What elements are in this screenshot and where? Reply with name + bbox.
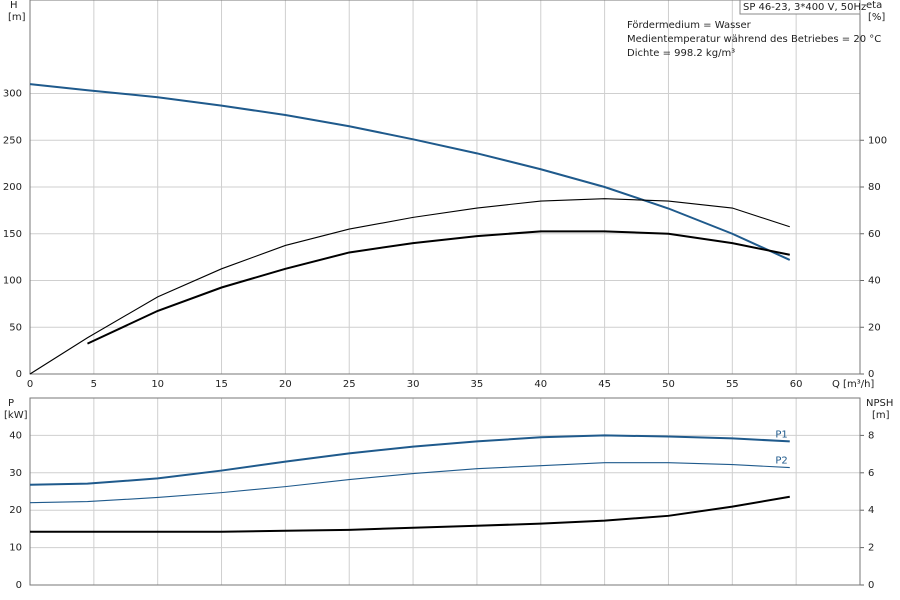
y-tick-label: 0 (16, 369, 22, 380)
y-tick-label: 300 (3, 89, 22, 100)
x-tick-label: 50 (662, 379, 675, 390)
y2-tick-label: 4 (868, 505, 874, 516)
curve (87, 230, 790, 345)
y-axis-title: P (8, 398, 14, 409)
y2-axis-title: eta (866, 0, 882, 11)
plots: 0 5 10 15 20 25 30 35 40 45 50 55 600501001502002503… (3, 0, 887, 591)
x-tick-label: 10 (151, 379, 164, 390)
y-tick-label: 0 (16, 580, 22, 591)
x-tick-label: 0 (27, 379, 33, 390)
curve (30, 495, 790, 533)
y2-tick-label: 0 (868, 369, 874, 380)
y2-tick-label: 60 (868, 229, 881, 240)
y-tick-label: 250 (3, 135, 22, 146)
plot-frame (29, 397, 861, 586)
chart-title: SP 46-23, 3*400 V, 50Hz (743, 2, 866, 13)
y2-tick-label: 0 (868, 580, 874, 591)
y2-tick-label: 6 (868, 468, 874, 479)
y2-tick-label: 2 (868, 543, 874, 554)
curve (29, 462, 790, 504)
y-tick-label: 150 (3, 229, 22, 240)
y2-axis-title: NPSH (866, 398, 893, 409)
x-tick-label: 55 (726, 379, 739, 390)
y2-tick-label: 20 (868, 322, 881, 333)
y-tick-label: 50 (9, 322, 22, 333)
y-axis-unit: [m] (8, 12, 26, 23)
x-tick-label: 30 (407, 379, 420, 390)
series-label: P2 (775, 456, 787, 467)
y2-axis-unit: [m] (872, 410, 890, 421)
y-axis-unit: [kW] (4, 410, 28, 421)
x-tick-label: 5 (91, 379, 97, 390)
annotation: Medientemperatur während des Betriebes =… (627, 34, 881, 45)
x-tick-label: 45 (598, 379, 611, 390)
y2-tick-label: 80 (868, 182, 881, 193)
curve (29, 434, 790, 486)
annotation: Dichte = 998.2 kg/m³ (627, 48, 735, 59)
x-axis-title: Q [m³/h] (832, 379, 874, 390)
y-tick-label: 10 (9, 543, 22, 554)
x-tick-label: 40 (534, 379, 547, 390)
y-axis-title: H (10, 0, 18, 11)
curve (29, 198, 790, 375)
x-tick-label: 20 (279, 379, 292, 390)
y-tick-label: 40 (9, 430, 22, 441)
plot-frame (29, 0, 861, 375)
y-tick-label: 30 (9, 468, 22, 479)
x-tick-label: 25 (343, 379, 356, 390)
title-box (739, 0, 861, 15)
x-tick-label: 35 (471, 379, 484, 390)
y-tick-label: 20 (9, 505, 22, 516)
y2-tick-label: 100 (868, 135, 887, 146)
y2-axis-unit: [%] (868, 12, 885, 23)
y2-tick-label: 40 (868, 276, 881, 287)
x-tick-label: 60 (790, 379, 803, 390)
series-label: P1 (775, 429, 787, 440)
annotation: Fördermedium = Wasser (627, 20, 752, 31)
y-tick-label: 100 (3, 276, 22, 287)
curve (29, 83, 791, 261)
x-tick-label: 15 (215, 379, 228, 390)
y2-tick-label: 8 (868, 430, 874, 441)
y-tick-label: 200 (3, 182, 22, 193)
